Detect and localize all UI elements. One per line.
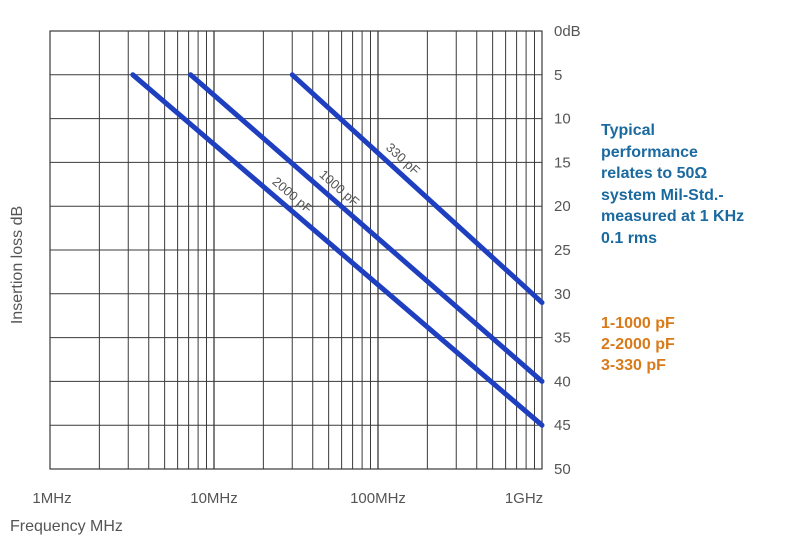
- curve-330pf: [289, 72, 545, 306]
- note-line: 0.1 rms: [601, 229, 658, 247]
- legend-item-2000pf: 2-2000 pF: [601, 336, 675, 353]
- y-tick-label: 40: [554, 373, 571, 390]
- x-tick-label: 10MHz: [190, 490, 238, 507]
- curve-label: 330 pF: [383, 140, 423, 178]
- note-line: relates to 50Ω: [601, 165, 708, 182]
- x-tick-label: 1GHz: [505, 490, 543, 507]
- y-tick-label: 5: [554, 67, 562, 84]
- performance-note: Typical performance relates to 50Ω syste…: [601, 120, 789, 249]
- capacitance-legend: 1-1000 pF 2-2000 pF 3-330 pF: [601, 313, 789, 376]
- note-line: system Mil-Std.-: [601, 186, 724, 204]
- note-line: performance: [601, 143, 698, 161]
- x-tick-label: 100MHz: [350, 490, 406, 507]
- y-tick-label: 10: [554, 111, 571, 128]
- y-tick-label: 45: [554, 417, 571, 434]
- x-tick-labels: 1MHz 10MHz 100MHz 1GHz: [32, 490, 543, 507]
- y-tick-label: 15: [554, 154, 571, 171]
- y-tick-label: 20: [554, 198, 571, 215]
- y-tick-labels: 0dB 5 10 15 20 25 30 35 40 45 50: [554, 23, 581, 478]
- curve-1000pf: [188, 72, 545, 384]
- y-tick-label: 25: [554, 242, 571, 259]
- curves: [130, 72, 545, 428]
- y-tick-label: 0dB: [554, 23, 581, 40]
- x-tick-label: 1MHz: [32, 490, 71, 507]
- y-tick-label: 30: [554, 286, 571, 303]
- y-axis-title: Insertion loss dB: [9, 206, 26, 324]
- legend-item-1000pf: 1-1000 pF: [601, 315, 675, 332]
- y-tick-label: 35: [554, 330, 571, 347]
- grid: [49, 30, 543, 470]
- note-line: measured at 1 KHz: [601, 208, 745, 225]
- note-line: Typical: [601, 122, 655, 139]
- y-tick-label: 50: [554, 461, 571, 478]
- legend-item-330pf: 3-330 pF: [601, 357, 666, 374]
- x-axis-title: Frequency MHz: [10, 518, 123, 535]
- curve-2000pf: [130, 72, 545, 428]
